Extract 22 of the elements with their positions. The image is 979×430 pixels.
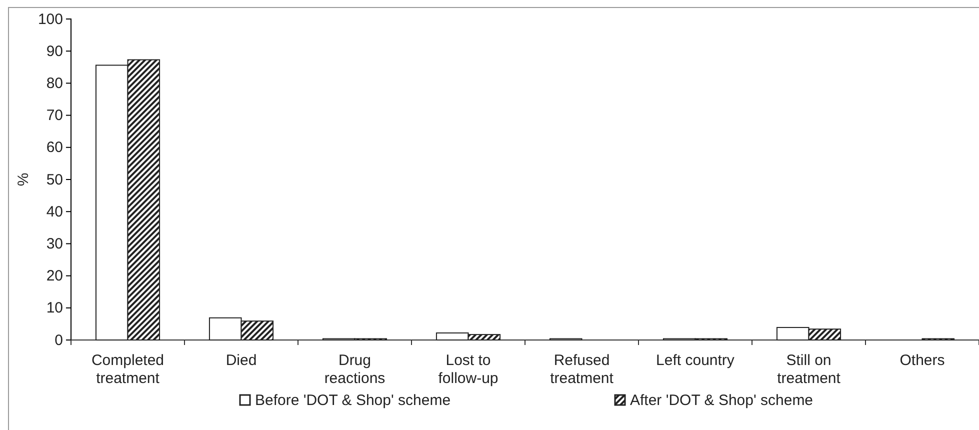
x-tick-label: Drug reactions [324, 352, 386, 387]
x-tick-label: Completed treatment [91, 352, 164, 387]
x-tick-label: Left country [656, 352, 735, 369]
x-tick-label: Died [226, 352, 257, 369]
y-tick-label: 50 [46, 171, 63, 188]
y-tick-label: 70 [46, 107, 63, 124]
x-tick-label: Refused treatment [550, 352, 614, 387]
x-tick-label: Others [900, 352, 945, 369]
y-tick-label: 80 [46, 75, 63, 92]
y-tick-label: 20 [46, 268, 63, 285]
y-tick-label: 100 [38, 10, 63, 28]
legend-label: Before 'DOT & Shop' scheme [255, 392, 451, 409]
y-tick-label: 0 [54, 332, 63, 349]
y-axis-title: % [15, 172, 32, 186]
y-tick-label: 40 [46, 203, 63, 220]
y-tick-label: 10 [46, 300, 63, 317]
y-tick-label: 30 [46, 236, 63, 252]
x-tick-label: Still on treatment [777, 352, 842, 387]
y-tick-label: 90 [46, 42, 63, 60]
x-tick-label: Lost to follow-up [438, 352, 498, 387]
y-tick-label: 60 [46, 139, 63, 156]
legend-label: After 'DOT & Shop' scheme [630, 392, 814, 409]
